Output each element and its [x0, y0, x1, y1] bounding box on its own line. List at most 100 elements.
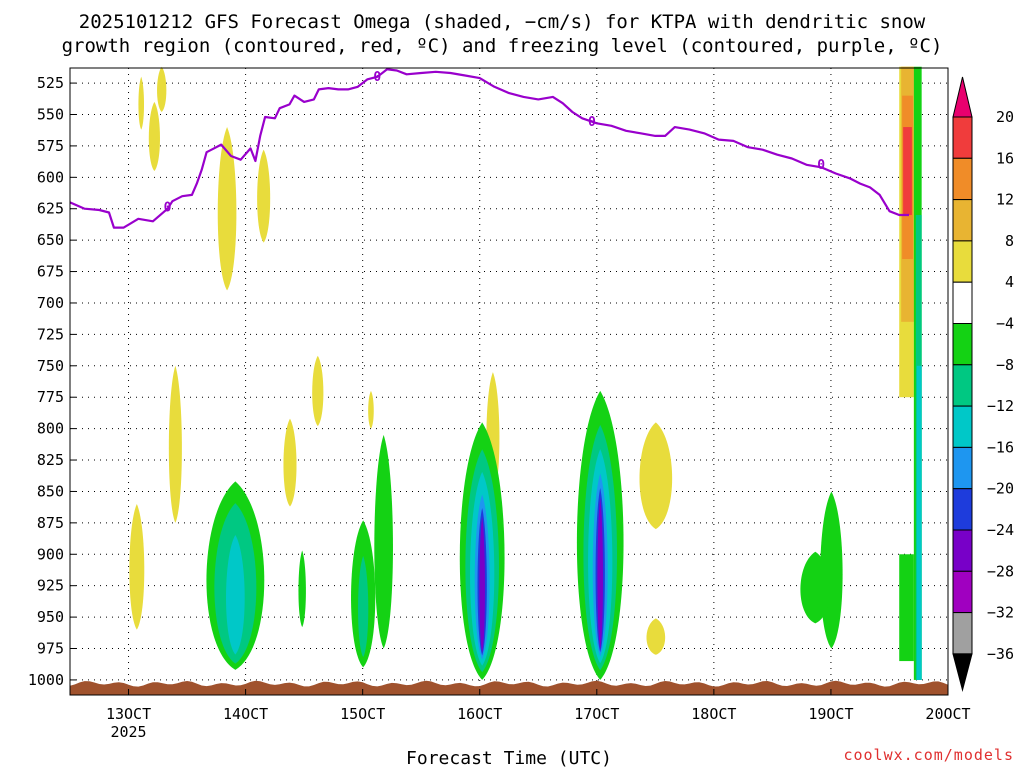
x-tick-label: 17OCT: [574, 705, 619, 723]
x-tick-label: 18OCT: [691, 705, 736, 723]
colorbar-label: −24: [987, 521, 1014, 539]
y-tick-label: 525: [37, 74, 64, 92]
colorbar-swatch: [952, 116, 973, 159]
freezing-level-label: 0: [164, 200, 172, 215]
terrain-band: [70, 680, 948, 695]
omega-region: [374, 434, 393, 649]
colorbar-label: −16: [987, 438, 1014, 456]
omega-region: [257, 149, 271, 243]
colorbar-label: −32: [987, 604, 1014, 622]
terrain-fill: [70, 680, 948, 695]
omega-shaded-regions: [129, 66, 843, 655]
colorbar-swatch: [952, 76, 973, 118]
x-tick-label: 16OCT: [457, 705, 502, 723]
colorbar-label: 16: [996, 149, 1014, 167]
omega-region: [157, 66, 167, 112]
y-tick-label: 725: [37, 325, 64, 343]
colorbar-swatch: [952, 653, 973, 692]
y-tick-label: 625: [37, 200, 64, 218]
omega-region: [138, 76, 145, 130]
omega-region: [168, 365, 182, 523]
y-tick-label: 575: [37, 137, 64, 155]
plot-frame: [69, 67, 949, 696]
y-tick-label: 650: [37, 231, 64, 249]
y-tick-label: 600: [37, 168, 64, 186]
freezing-level-label: 0: [817, 158, 825, 173]
y-tick-label: 850: [37, 482, 64, 500]
freezing-level-label: 0: [588, 115, 596, 130]
omega-core-layer: [358, 555, 369, 658]
colorbar-swatch: [952, 529, 973, 572]
y-tick-label: 950: [37, 608, 64, 626]
colorbar-swatch: [952, 405, 973, 448]
y-tick-label: 750: [37, 357, 64, 375]
omega-region: [639, 422, 673, 530]
colorbar-label: 4: [1005, 273, 1014, 291]
omega-upward-cores: [206, 390, 624, 680]
credit-text: coolwx.com/models: [843, 746, 1014, 764]
omega-core-layer: [226, 535, 245, 655]
colorbar-label: −4: [996, 315, 1014, 333]
omega-region: [217, 127, 237, 291]
omega-region: [312, 355, 324, 427]
colorbar-label: −12: [987, 397, 1014, 415]
omega-region: [148, 101, 160, 172]
colorbar: 20 16 12 8 4 −4 −8 −12 −16 −20 −24 −28 −32 −36: [952, 76, 1014, 692]
x-tick-sublabel: 2025: [110, 723, 146, 741]
colorbar-label: 20: [996, 108, 1014, 126]
colorbar-label: −36: [987, 645, 1014, 663]
y-tick-label: 1000: [28, 671, 64, 689]
colorbar-swatch: [952, 488, 973, 531]
x-tick-label: 14OCT: [223, 705, 268, 723]
y-tick-label: 825: [37, 451, 64, 469]
freezing-level-contour: 0 0 0 0: [69, 68, 909, 229]
x-tick-label: 20OCT: [925, 705, 970, 723]
omega-region: [283, 418, 297, 507]
colorbar-swatch: [952, 364, 973, 407]
omega-region: [646, 618, 666, 655]
x-tick-label: 13OCT: [106, 705, 151, 723]
y-tick-label: 925: [37, 577, 64, 595]
omega-region: [800, 551, 831, 624]
x-tick-label: 19OCT: [808, 705, 853, 723]
right-edge-band: [916, 365, 922, 680]
colorbar-label: −28: [987, 562, 1014, 580]
y-tick-label: 975: [37, 640, 64, 658]
y-tick-label: 800: [37, 420, 64, 438]
chart-title-line-1: 2025101212 GFS Forecast Omega (shaded, −…: [79, 11, 926, 33]
colorbar-label: −20: [987, 480, 1014, 498]
colorbar-label: −8: [996, 356, 1014, 374]
colorbar-label: 8: [1005, 232, 1014, 250]
omega-core-layer: [479, 516, 485, 653]
omega-core-layer: [597, 497, 604, 650]
colorbar-label: 12: [996, 191, 1014, 209]
y-tick-label: 875: [37, 514, 64, 532]
omega-region: [129, 504, 145, 630]
x-axis-label: Forecast Time (UTC): [406, 748, 612, 768]
colorbar-swatch: [952, 612, 973, 655]
omega-region: [368, 390, 374, 429]
freezing-level-label: 0: [373, 70, 381, 85]
x-tick-label: 15OCT: [340, 705, 385, 723]
colorbar-swatch: [952, 240, 973, 283]
colorbar-swatch: [952, 199, 973, 242]
right-edge-band: [903, 127, 912, 216]
omega-right-edge-column: [899, 66, 922, 680]
y-axis-ticks: 525 550 575 600 625 650 675 700 725 750 775 800 825 8…: [28, 74, 76, 689]
y-tick-label: 550: [37, 105, 64, 123]
freezing-level-line: [69, 68, 909, 229]
colorbar-swatch: [952, 570, 973, 614]
right-edge-band: [899, 554, 914, 662]
y-tick-label: 900: [37, 545, 64, 563]
y-tick-label: 700: [37, 294, 64, 312]
omega-region: [298, 550, 306, 628]
colorbar-swatch: [952, 446, 973, 490]
y-tick-label: 775: [37, 388, 64, 406]
y-tick-label: 675: [37, 263, 64, 281]
grid-lines: [70, 68, 949, 695]
chart-title-line-2: growth region (contoured, red, ºC) and f…: [62, 35, 943, 57]
colorbar-swatch: [952, 281, 973, 325]
colorbar-swatch: [952, 323, 973, 366]
